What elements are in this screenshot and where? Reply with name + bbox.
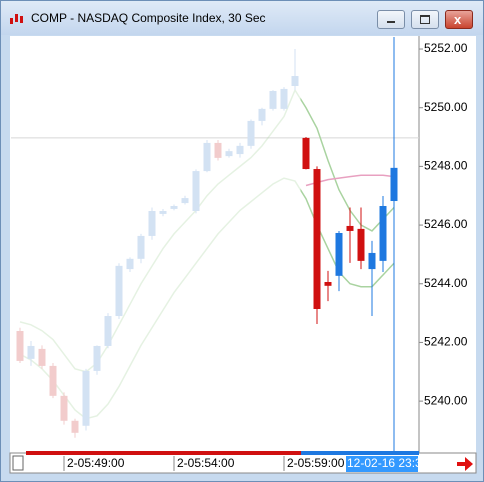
window-title: COMP - NASDAQ Composite Index, 30 Sec	[31, 11, 266, 25]
maximize-button[interactable]	[411, 10, 439, 29]
y-tick-label: 5242.00	[424, 335, 468, 349]
candle-body	[137, 235, 145, 259]
candle-body	[60, 395, 68, 421]
candle-body	[126, 258, 134, 270]
y-tick-label: 5250.00	[424, 100, 468, 114]
candle-body	[335, 232, 343, 276]
candle-body	[115, 265, 123, 317]
y-tick-label: 5252.00	[424, 41, 468, 55]
app-icon	[10, 14, 23, 24]
range-bar	[301, 451, 419, 455]
candle-body	[214, 142, 222, 158]
candle-body	[258, 108, 266, 121]
chart-panel	[10, 36, 476, 473]
y-tick-label: 5240.00	[424, 393, 468, 407]
x-tick-label: 2-05:54:00	[177, 456, 235, 470]
candle-body	[346, 225, 354, 231]
plot	[11, 49, 419, 438]
candle-body	[357, 228, 365, 261]
candle-body	[379, 206, 387, 261]
current-time-label: 12-02-16 23:34:00	[347, 456, 445, 470]
candle-body	[302, 137, 310, 170]
candle-body	[280, 88, 288, 109]
x-tick-label: 2-05:59:00	[287, 456, 345, 470]
candle-body	[236, 145, 244, 155]
candle-body	[104, 316, 112, 346]
candle-body	[247, 120, 255, 146]
y-tick-label: 5244.00	[424, 276, 468, 290]
x-tick-label: 2-05:49:00	[67, 456, 125, 470]
range-bar	[26, 451, 306, 455]
candle-body	[38, 348, 46, 366]
candle-body	[225, 151, 233, 157]
candle-body	[93, 345, 101, 371]
overlay-line	[305, 174, 395, 187]
y-tick-label: 5248.00	[424, 159, 468, 173]
candle-body	[16, 330, 24, 361]
candle-body	[181, 198, 189, 204]
scroll-box[interactable]	[12, 455, 24, 471]
close-button[interactable]: x	[445, 10, 473, 29]
candle-body	[71, 420, 79, 433]
candle-body	[192, 171, 200, 211]
candle-body	[313, 169, 321, 309]
candle-body	[368, 252, 376, 270]
candle-body	[269, 90, 277, 109]
candle-body	[291, 76, 299, 86]
minimize-button[interactable]	[377, 10, 405, 29]
overlay-line	[19, 88, 395, 373]
candle-body	[324, 281, 332, 286]
y-tick-label: 5246.00	[424, 217, 468, 231]
current-time-box	[346, 456, 418, 472]
overlay-line	[19, 177, 395, 420]
candle-body	[170, 206, 178, 209]
candle-body	[27, 345, 35, 359]
title-bar: COMP - NASDAQ Composite Index, 30 Sec x	[1, 1, 483, 35]
candle-body	[148, 210, 156, 236]
candle-body	[159, 210, 167, 214]
scroll-right-arrow[interactable]	[457, 457, 473, 471]
candle-body	[203, 142, 211, 172]
candle-body	[49, 365, 57, 396]
candle-body	[82, 370, 90, 426]
